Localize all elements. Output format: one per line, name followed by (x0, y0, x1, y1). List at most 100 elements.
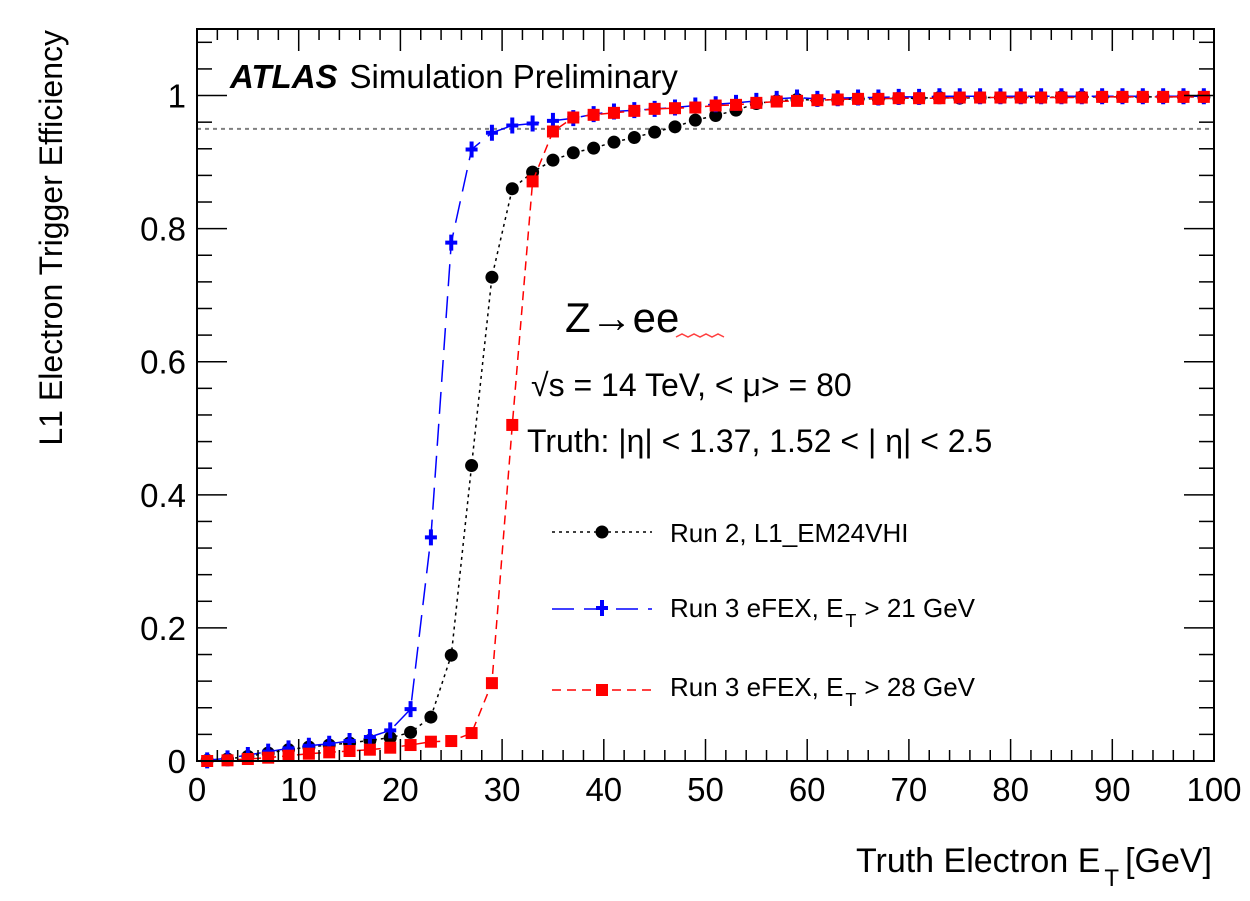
legend-entry-run2: Run 2, L1_EM24VHI (552, 518, 908, 548)
data-point-efex28 (363, 743, 376, 756)
series-layer (200, 88, 1211, 769)
data-point-efex28 (465, 727, 478, 740)
data-point-efex28 (1055, 91, 1068, 104)
data-point-efex28 (791, 94, 804, 107)
data-point-efex28 (587, 108, 600, 121)
data-point-run2 (546, 153, 560, 167)
legend-marker-efex21 (596, 600, 608, 616)
y-tick-label: 1 (168, 78, 186, 115)
atlas-label-bold: ATLAS (229, 58, 338, 95)
legend-label-efex28-tail: > 28 GeV (864, 672, 975, 702)
data-point-efex28 (607, 106, 620, 119)
legend-label-efex28-sub: T (845, 690, 856, 710)
atlas-label: ATLAS Simulation Preliminary (229, 58, 678, 95)
data-point-efex28 (323, 746, 336, 759)
data-point-run2 (648, 125, 662, 139)
data-point-efex28 (913, 92, 926, 105)
y-tick-label: 0.8 (140, 211, 186, 248)
data-point-efex21 (282, 740, 295, 757)
legend-marker-run2 (595, 525, 609, 539)
legend-label-efex21-sub: T (845, 611, 856, 631)
data-point-run2 (627, 130, 641, 144)
data-point-efex28 (872, 92, 885, 105)
x-tick-label: 20 (382, 771, 419, 808)
data-point-efex28 (1197, 90, 1210, 103)
data-point-efex28 (546, 125, 559, 138)
axis-layer: 0 10 20 30 40 50 60 70 80 90 100 0 0.2 0.4 0.6 0.8 1 (140, 29, 1242, 808)
legend-label-run2: Run 2, L1_EM24VHI (670, 518, 908, 548)
data-point-efex28 (282, 749, 295, 762)
data-point-efex28 (1075, 91, 1088, 104)
legend-entry-efex28: Run 3 eFEX, E T > 28 GeV (552, 672, 976, 710)
data-point-run2 (587, 141, 601, 155)
data-point-efex28 (933, 92, 946, 105)
y-tick-label: 0 (168, 743, 186, 780)
data-point-run2 (404, 725, 418, 739)
data-point-efex21 (485, 124, 498, 141)
legend-label-efex21: Run 3 eFEX, E T > 21 GeV (670, 593, 976, 631)
data-point-efex28 (1035, 91, 1048, 104)
data-point-efex28 (404, 739, 417, 752)
data-point-efex21 (404, 701, 417, 718)
legend-label-efex28: Run 3 eFEX, E T > 28 GeV (670, 672, 976, 710)
data-point-efex28 (831, 93, 844, 106)
data-point-efex28 (892, 92, 905, 105)
y-tick-label: 0.2 (140, 610, 186, 647)
data-point-efex28 (384, 741, 397, 754)
data-point-efex28 (485, 677, 498, 690)
legend-label-efex28-main: Run 3 eFEX, E (670, 672, 843, 702)
legend-marker-efex28 (596, 684, 608, 696)
data-point-efex28 (811, 94, 824, 107)
y-tick-label: 0.6 (140, 344, 186, 381)
data-point-efex28 (750, 96, 763, 109)
data-point-efex21 (384, 722, 397, 739)
data-point-run2 (505, 182, 519, 196)
data-point-efex28 (445, 735, 458, 748)
data-point-efex28 (953, 91, 966, 104)
data-point-efex28 (302, 747, 315, 760)
data-point-efex28 (852, 92, 865, 105)
data-point-efex28 (1157, 90, 1170, 103)
x-axis-label: Truth Electron E T [GeV] (856, 842, 1212, 892)
data-point-efex28 (1116, 90, 1129, 103)
x-tick-label: 40 (585, 771, 622, 808)
x-tick-label: 100 (1186, 771, 1241, 808)
legend-label-efex21-main: Run 3 eFEX, E (670, 593, 843, 623)
process-label: Z→ee (565, 294, 679, 341)
data-point-efex21 (323, 735, 336, 752)
legend-label-efex21-tail: > 21 GeV (864, 593, 975, 623)
data-point-efex28 (526, 175, 539, 188)
x-tick-label: 80 (992, 771, 1029, 808)
data-point-run2 (424, 710, 438, 724)
data-point-efex28 (1136, 90, 1149, 103)
energy-label: √s = 14 TeV, < μ> = 80 (531, 367, 852, 403)
data-point-efex21 (445, 234, 458, 251)
data-point-efex28 (567, 111, 580, 124)
data-point-efex28 (994, 91, 1007, 104)
legend-entry-efex21: Run 3 eFEX, E T > 21 GeV (552, 593, 976, 631)
legend: Run 2, L1_EM24VHI Run 3 eFEX, E T > 21 GeV… (552, 518, 976, 710)
data-point-efex21 (343, 733, 356, 750)
data-point-efex28 (974, 91, 987, 104)
data-point-efex28 (668, 102, 681, 115)
data-point-efex21 (526, 115, 539, 132)
data-point-run2 (607, 135, 621, 149)
data-point-efex28 (730, 98, 743, 111)
data-point-run2 (444, 648, 458, 662)
x-tick-label: 10 (280, 771, 317, 808)
x-tick-label: 50 (687, 771, 724, 808)
data-point-run2 (485, 270, 499, 284)
data-point-run2 (668, 120, 682, 134)
x-axis-label-sub: T (1104, 865, 1119, 892)
data-point-efex28 (343, 745, 356, 758)
data-point-efex21 (546, 112, 559, 129)
x-tick-label: 60 (789, 771, 826, 808)
x-axis-label-unit: [GeV] (1125, 842, 1212, 880)
data-point-run2 (465, 459, 479, 473)
data-point-efex28 (424, 735, 437, 748)
data-point-run2 (688, 113, 702, 127)
y-tick-label: 0.4 (140, 477, 186, 514)
x-tick-label: 30 (484, 771, 521, 808)
y-axis-label: L1 Electron Trigger Efficiency (33, 30, 69, 446)
